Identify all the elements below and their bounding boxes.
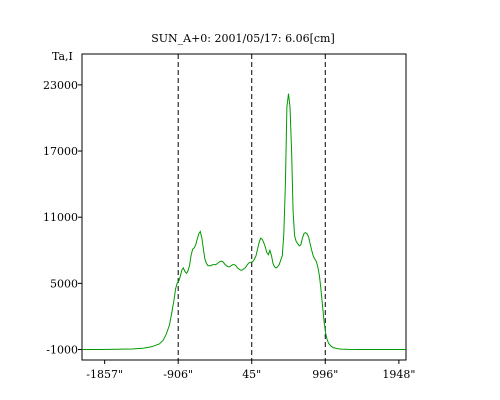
y-axis-label: Ta,I (52, 50, 73, 63)
y-tick-label: 23000 (43, 79, 78, 92)
y-tick-label: 11000 (43, 211, 78, 224)
x-tick-label: 996" (312, 368, 338, 381)
y-tick-label: -1000 (46, 344, 78, 357)
y-tick-label: 5000 (50, 277, 78, 290)
chart-title: SUN_A+0: 2001/05/17: 6.06[cm] (151, 32, 335, 45)
x-tick-label: -1857" (86, 368, 123, 381)
x-tick-label: 1948" (382, 368, 415, 381)
x-tick-label: -906" (163, 368, 193, 381)
plot-frame (81, 53, 407, 361)
series-line (82, 93, 406, 350)
y-tick-label: 17000 (43, 145, 78, 158)
x-tick-label: 45" (242, 368, 261, 381)
